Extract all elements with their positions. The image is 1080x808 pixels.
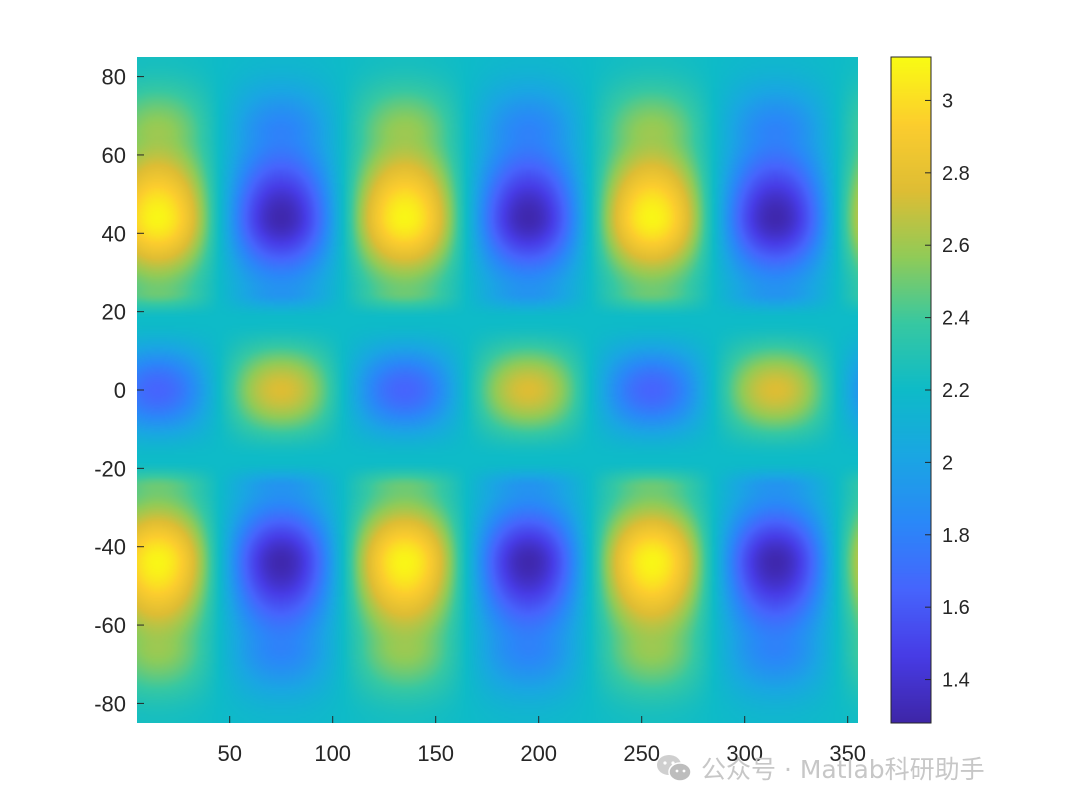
colorbar-tick-label: 1.6 (942, 597, 970, 619)
colorbar-tick-label: 3 (942, 90, 953, 112)
colorbar-ticks: 3 2.8 2.6 2.4 2.2 2 1.8 1.6 1.4 (925, 90, 970, 692)
y-tick-label: -60 (94, 613, 126, 638)
colorbar-tick-label: 1.4 (942, 670, 970, 692)
y-tick-label: -20 (94, 456, 126, 481)
x-tick-label: 200 (520, 741, 557, 766)
wechat-icon (657, 755, 692, 782)
y-axis: 80 60 40 20 0 -20 -40 -60 -80 (94, 65, 144, 716)
y-tick-label: 80 (102, 65, 126, 90)
x-tick-label: 100 (314, 741, 351, 766)
colorbar-gradient (891, 57, 931, 723)
y-tick-label: 20 (102, 300, 126, 325)
heatmap-image (137, 57, 858, 723)
x-tick-label: 50 (217, 741, 241, 766)
y-tick-label: 40 (102, 221, 126, 246)
y-tick-label: -80 (94, 691, 126, 716)
y-tick-label: 60 (102, 143, 126, 168)
colorbar-tick-label: 1.8 (942, 525, 970, 547)
y-tick-label: 0 (114, 378, 126, 403)
colorbar-tick-label: 2.4 (942, 308, 970, 330)
colorbar: 3 2.8 2.6 2.4 2.2 2 1.8 1.6 1.4 (890, 56, 970, 724)
x-tick-label: 350 (829, 741, 866, 766)
colorbar-tick-label: 2.6 (942, 235, 970, 257)
watermark-text: 公众号 · Matlab科研助手 (701, 755, 985, 784)
heatmap-plot-area (137, 57, 858, 723)
x-tick-label: 150 (417, 741, 454, 766)
y-tick-label: -40 (94, 535, 126, 560)
colorbar-tick-label: 2.2 (942, 380, 970, 402)
colorbar-tick-label: 2 (942, 452, 953, 474)
x-tick-label: 300 (726, 741, 763, 766)
colorbar-tick-label: 2.8 (942, 163, 970, 185)
x-tick-label: 250 (623, 741, 660, 766)
x-axis: 50 100 150 200 250 300 350 (217, 716, 866, 766)
watermark: 公众号 · Matlab科研助手 (655, 748, 985, 788)
